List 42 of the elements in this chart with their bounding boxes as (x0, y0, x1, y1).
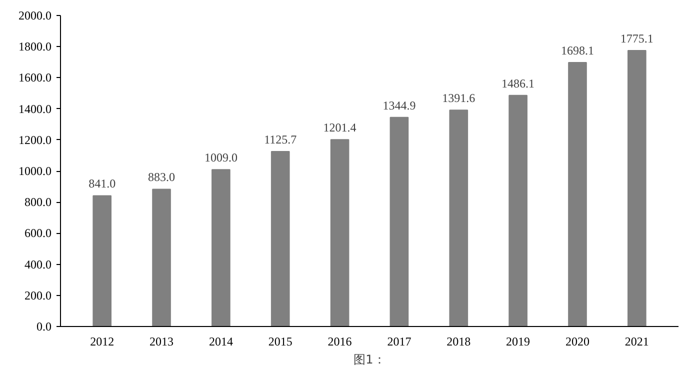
data-label: 1391.6 (442, 91, 476, 106)
y-tick-label: 1800.0 (18, 40, 52, 54)
bar (449, 110, 468, 326)
data-label: 1775.1 (620, 31, 654, 46)
y-tick-label: 2000.0 (18, 8, 52, 22)
y-tick-label: 1200.0 (18, 132, 52, 147)
bar (568, 62, 587, 326)
bar (152, 188, 171, 326)
x-tick-label: 2016 (328, 334, 352, 348)
x-tick-label: 2020 (565, 334, 590, 348)
bar (212, 169, 230, 326)
data-label: 1486.1 (502, 76, 535, 90)
y-tick-label: 200.0 (24, 288, 52, 302)
y-tick-label: 0.0 (36, 320, 52, 334)
bar (330, 139, 350, 326)
y-tick-label: 600.0 (24, 226, 52, 240)
data-label: 841.0 (88, 176, 116, 191)
bar (270, 150, 290, 326)
x-tick-label: 2015 (268, 334, 292, 348)
x-tick-label: 2013 (150, 334, 174, 348)
bar (390, 116, 409, 326)
data-label: 1125.7 (264, 132, 297, 146)
x-tick-label: 2019 (506, 334, 530, 348)
x-tick-label: 2012 (90, 334, 114, 348)
x-tick-label: 2017 (387, 334, 412, 348)
x-tick-label: 2018 (446, 334, 471, 348)
x-tick-label: 2014 (208, 334, 233, 348)
y-tick-label: 400.0 (24, 257, 52, 272)
data-label: 1344.9 (382, 98, 416, 112)
y-tick-label: 1000.0 (18, 164, 52, 178)
data-label: 1009.0 (204, 150, 238, 165)
y-tick-label: 1600.0 (18, 70, 52, 85)
bar (92, 195, 112, 326)
bar (627, 50, 646, 326)
bar (508, 94, 528, 326)
y-tick-label: 1400.0 (18, 102, 52, 116)
data-label: 1201.4 (323, 120, 356, 135)
x-tick-label: 2021 (624, 334, 649, 348)
data-label: 883.0 (148, 170, 176, 184)
data-label: 1698.1 (560, 43, 594, 58)
y-tick-label: 800.0 (24, 195, 52, 210)
caption: 图1： (354, 352, 386, 366)
